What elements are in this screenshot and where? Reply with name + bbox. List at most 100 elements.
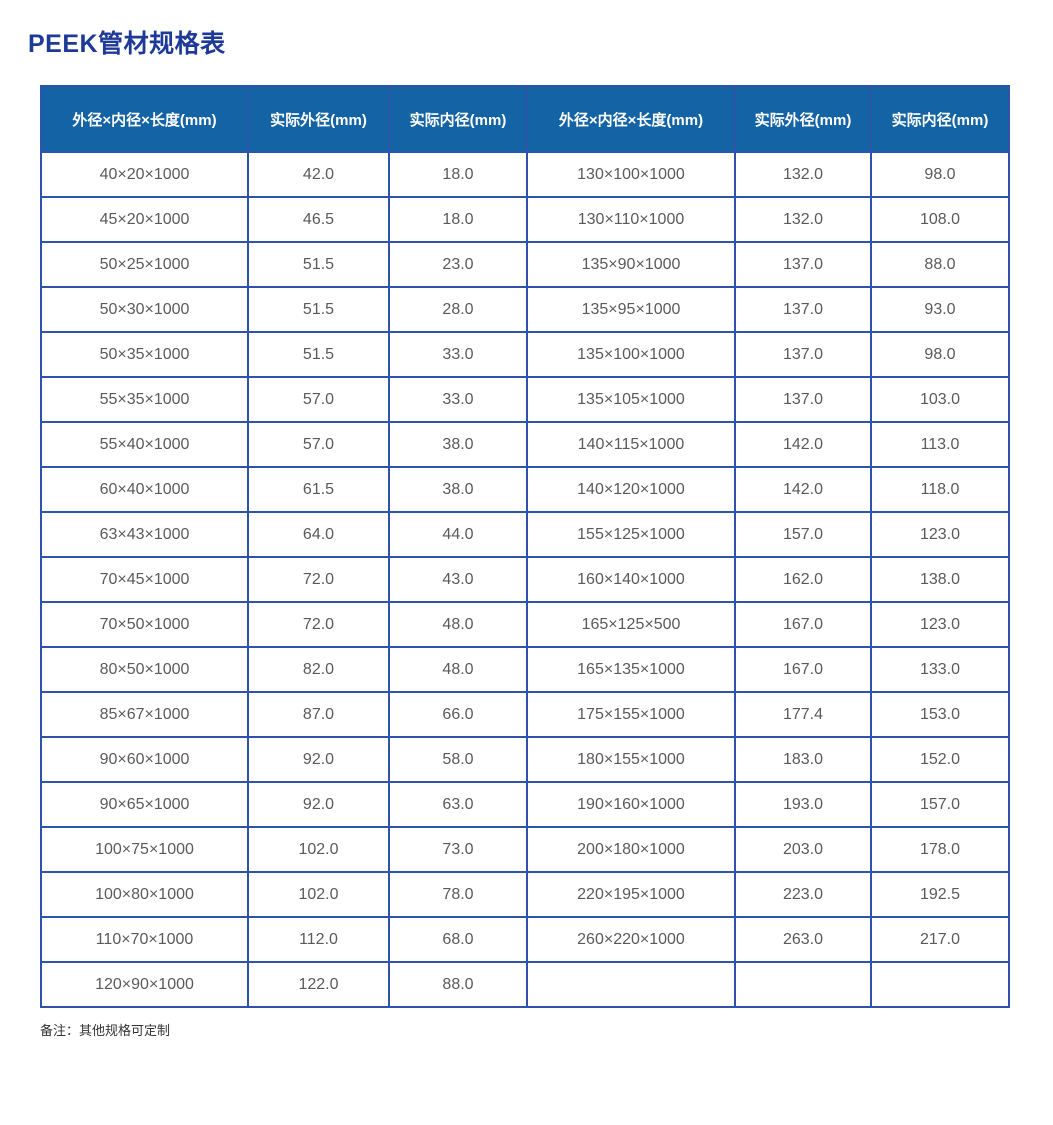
actual-od-cell: 72.0 [247, 556, 390, 603]
spec-cell: 85×67×1000 [40, 691, 249, 738]
spec-cell: 190×160×1000 [526, 781, 736, 828]
actual-od-cell: 102.0 [247, 826, 390, 873]
spec-cell: 175×155×1000 [526, 691, 736, 738]
actual-id-cell: 123.0 [870, 511, 1010, 558]
spec-cell: 140×115×1000 [526, 421, 736, 468]
column-header: 外径×内径×长度(mm) [40, 85, 249, 153]
actual-id-cell: 58.0 [388, 736, 528, 783]
spec-cell: 63×43×1000 [40, 511, 249, 558]
spec-cell: 110×70×1000 [40, 916, 249, 963]
spec-cell [526, 961, 736, 1008]
spec-cell: 135×100×1000 [526, 331, 736, 378]
actual-od-cell: 193.0 [734, 781, 872, 828]
actual-od-cell: 122.0 [247, 961, 390, 1008]
actual-id-cell: 33.0 [388, 331, 528, 378]
actual-id-cell [870, 961, 1010, 1008]
actual-od-cell: 42.0 [247, 151, 390, 198]
actual-id-cell: 38.0 [388, 421, 528, 468]
table-row: 50×30×1000 51.5 28.0 135×95×1000 137.0 93.0 [40, 286, 1010, 333]
actual-id-cell: 217.0 [870, 916, 1010, 963]
column-header: 外径×内径×长度(mm) [526, 85, 736, 153]
spec-cell: 50×35×1000 [40, 331, 249, 378]
spec-cell: 60×40×1000 [40, 466, 249, 513]
actual-id-cell: 98.0 [870, 151, 1010, 198]
actual-od-cell: 51.5 [247, 331, 390, 378]
actual-id-cell: 123.0 [870, 601, 1010, 648]
actual-od-cell: 51.5 [247, 241, 390, 288]
actual-id-cell: 113.0 [870, 421, 1010, 468]
actual-od-cell: 142.0 [734, 421, 872, 468]
spec-cell: 260×220×1000 [526, 916, 736, 963]
actual-od-cell: 132.0 [734, 196, 872, 243]
actual-od-cell: 183.0 [734, 736, 872, 783]
spec-cell: 155×125×1000 [526, 511, 736, 558]
page-title: PEEK管材规格表 [28, 30, 226, 58]
table-row: 110×70×1000 112.0 68.0 260×220×1000 263.0 217… [40, 916, 1010, 963]
actual-id-cell: 44.0 [388, 511, 528, 558]
spec-table: 外径×内径×长度(mm) 实际外径(mm) 实际内径(mm) 外径×内径×长度(mm)… [40, 85, 1010, 1008]
actual-od-cell: 137.0 [734, 376, 872, 423]
actual-id-cell: 33.0 [388, 376, 528, 423]
actual-od-cell: 112.0 [247, 916, 390, 963]
actual-od-cell: 102.0 [247, 871, 390, 918]
actual-od-cell: 137.0 [734, 286, 872, 333]
column-header: 实际内径(mm) [870, 85, 1010, 153]
table-row: 63×43×1000 64.0 44.0 155×125×1000 157.0 123.0 [40, 511, 1010, 558]
actual-od-cell [734, 961, 872, 1008]
actual-od-cell: 157.0 [734, 511, 872, 558]
actual-od-cell: 177.4 [734, 691, 872, 738]
table-row: 40×20×1000 42.0 18.0 130×100×1000 132.0 98.0 [40, 151, 1010, 198]
actual-od-cell: 203.0 [734, 826, 872, 873]
table-row: 85×67×1000 87.0 66.0 175×155×1000 177.4 153.0 [40, 691, 1010, 738]
actual-od-cell: 87.0 [247, 691, 390, 738]
header-row: 外径×内径×长度(mm) 实际外径(mm) 实际内径(mm) 外径×内径×长度(mm)… [40, 85, 1010, 153]
spec-cell: 80×50×1000 [40, 646, 249, 693]
actual-od-cell: 61.5 [247, 466, 390, 513]
actual-od-cell: 51.5 [247, 286, 390, 333]
actual-id-cell: 48.0 [388, 601, 528, 648]
table-row: 55×35×1000 57.0 33.0 135×105×1000 137.0 103.0 [40, 376, 1010, 423]
table-row: 120×90×1000 122.0 88.0 [40, 961, 1010, 1008]
actual-od-cell: 92.0 [247, 736, 390, 783]
actual-id-cell: 73.0 [388, 826, 528, 873]
table-row: 90×60×1000 92.0 58.0 180×155×1000 183.0 152.0 [40, 736, 1010, 783]
table-row: 70×50×1000 72.0 48.0 165×125×500 167.0 123.0 [40, 601, 1010, 648]
actual-id-cell: 66.0 [388, 691, 528, 738]
actual-od-cell: 137.0 [734, 241, 872, 288]
table-row: 50×35×1000 51.5 33.0 135×100×1000 137.0 98.0 [40, 331, 1010, 378]
table-header: 外径×内径×长度(mm) 实际外径(mm) 实际内径(mm) 外径×内径×长度(mm)… [40, 85, 1010, 153]
actual-od-cell: 57.0 [247, 376, 390, 423]
actual-id-cell: 18.0 [388, 151, 528, 198]
actual-id-cell: 98.0 [870, 331, 1010, 378]
actual-id-cell: 157.0 [870, 781, 1010, 828]
table-row: 90×65×1000 92.0 63.0 190×160×1000 193.0 157.0 [40, 781, 1010, 828]
spec-cell: 180×155×1000 [526, 736, 736, 783]
spec-cell: 70×45×1000 [40, 556, 249, 603]
actual-od-cell: 167.0 [734, 646, 872, 693]
spec-cell: 100×75×1000 [40, 826, 249, 873]
actual-id-cell: 43.0 [388, 556, 528, 603]
table-row: 100×80×1000 102.0 78.0 220×195×1000 223.0 192… [40, 871, 1010, 918]
actual-id-cell: 68.0 [388, 916, 528, 963]
table-row: 45×20×1000 46.5 18.0 130×110×1000 132.0 108.0 [40, 196, 1010, 243]
actual-id-cell: 78.0 [388, 871, 528, 918]
actual-od-cell: 46.5 [247, 196, 390, 243]
actual-od-cell: 137.0 [734, 331, 872, 378]
spec-cell: 120×90×1000 [40, 961, 249, 1008]
actual-id-cell: 133.0 [870, 646, 1010, 693]
actual-od-cell: 132.0 [734, 151, 872, 198]
spec-cell: 55×40×1000 [40, 421, 249, 468]
actual-od-cell: 162.0 [734, 556, 872, 603]
actual-od-cell: 64.0 [247, 511, 390, 558]
actual-od-cell: 57.0 [247, 421, 390, 468]
table-row: 50×25×1000 51.5 23.0 135×90×1000 137.0 88.0 [40, 241, 1010, 288]
spec-cell: 45×20×1000 [40, 196, 249, 243]
actual-id-cell: 178.0 [870, 826, 1010, 873]
actual-id-cell: 63.0 [388, 781, 528, 828]
spec-cell: 50×25×1000 [40, 241, 249, 288]
footnote: 备注：其他规格可定制 [40, 1023, 171, 1038]
actual-id-cell: 38.0 [388, 466, 528, 513]
spec-cell: 90×65×1000 [40, 781, 249, 828]
actual-id-cell: 28.0 [388, 286, 528, 333]
actual-id-cell: 18.0 [388, 196, 528, 243]
